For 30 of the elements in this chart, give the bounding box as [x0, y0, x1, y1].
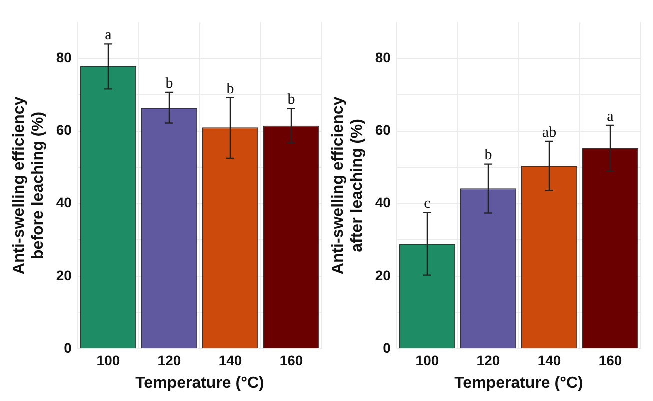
annotation: b — [226, 81, 234, 98]
x-tick-label: 120 — [158, 352, 182, 368]
y-tick-label: 20 — [375, 267, 392, 284]
x-tick-label: 100 — [96, 352, 120, 368]
y-tick-label: 40 — [56, 194, 72, 211]
x-axis-title: Temperature (°C) — [454, 374, 584, 392]
y-tick-label: 40 — [375, 194, 392, 211]
y-tick-label: 20 — [56, 267, 72, 284]
annotation: b — [166, 76, 174, 92]
y-tick-label: 80 — [56, 50, 72, 66]
annotation: ab — [542, 124, 557, 141]
y-tick-label: 0 — [383, 340, 392, 356]
x-axis-title: Temperature (°C) — [136, 374, 264, 392]
x-tick-label: 100 — [416, 352, 440, 368]
y-tick-label: 80 — [375, 50, 392, 66]
x-tick-label: 160 — [280, 352, 304, 368]
annotation: c — [424, 196, 432, 212]
annotation: b — [484, 148, 492, 164]
y-axis-title: Anti-swelling efficiency before leaching (%) — [11, 96, 48, 275]
annotation: b — [288, 92, 296, 108]
x-tick-label: 120 — [476, 352, 500, 368]
y-tick-label: 0 — [64, 340, 72, 356]
y-tick-label: 60 — [56, 122, 72, 138]
x-tick-label: 140 — [218, 352, 242, 368]
x-tick-label: 160 — [598, 352, 622, 368]
y-axis-title: Anti-swelling efficiency after leaching (%) — [330, 96, 366, 275]
annotation: a — [105, 28, 112, 44]
y-tick-label: 60 — [375, 122, 392, 138]
x-tick-label: 140 — [538, 352, 562, 368]
annotation: a — [607, 108, 614, 125]
